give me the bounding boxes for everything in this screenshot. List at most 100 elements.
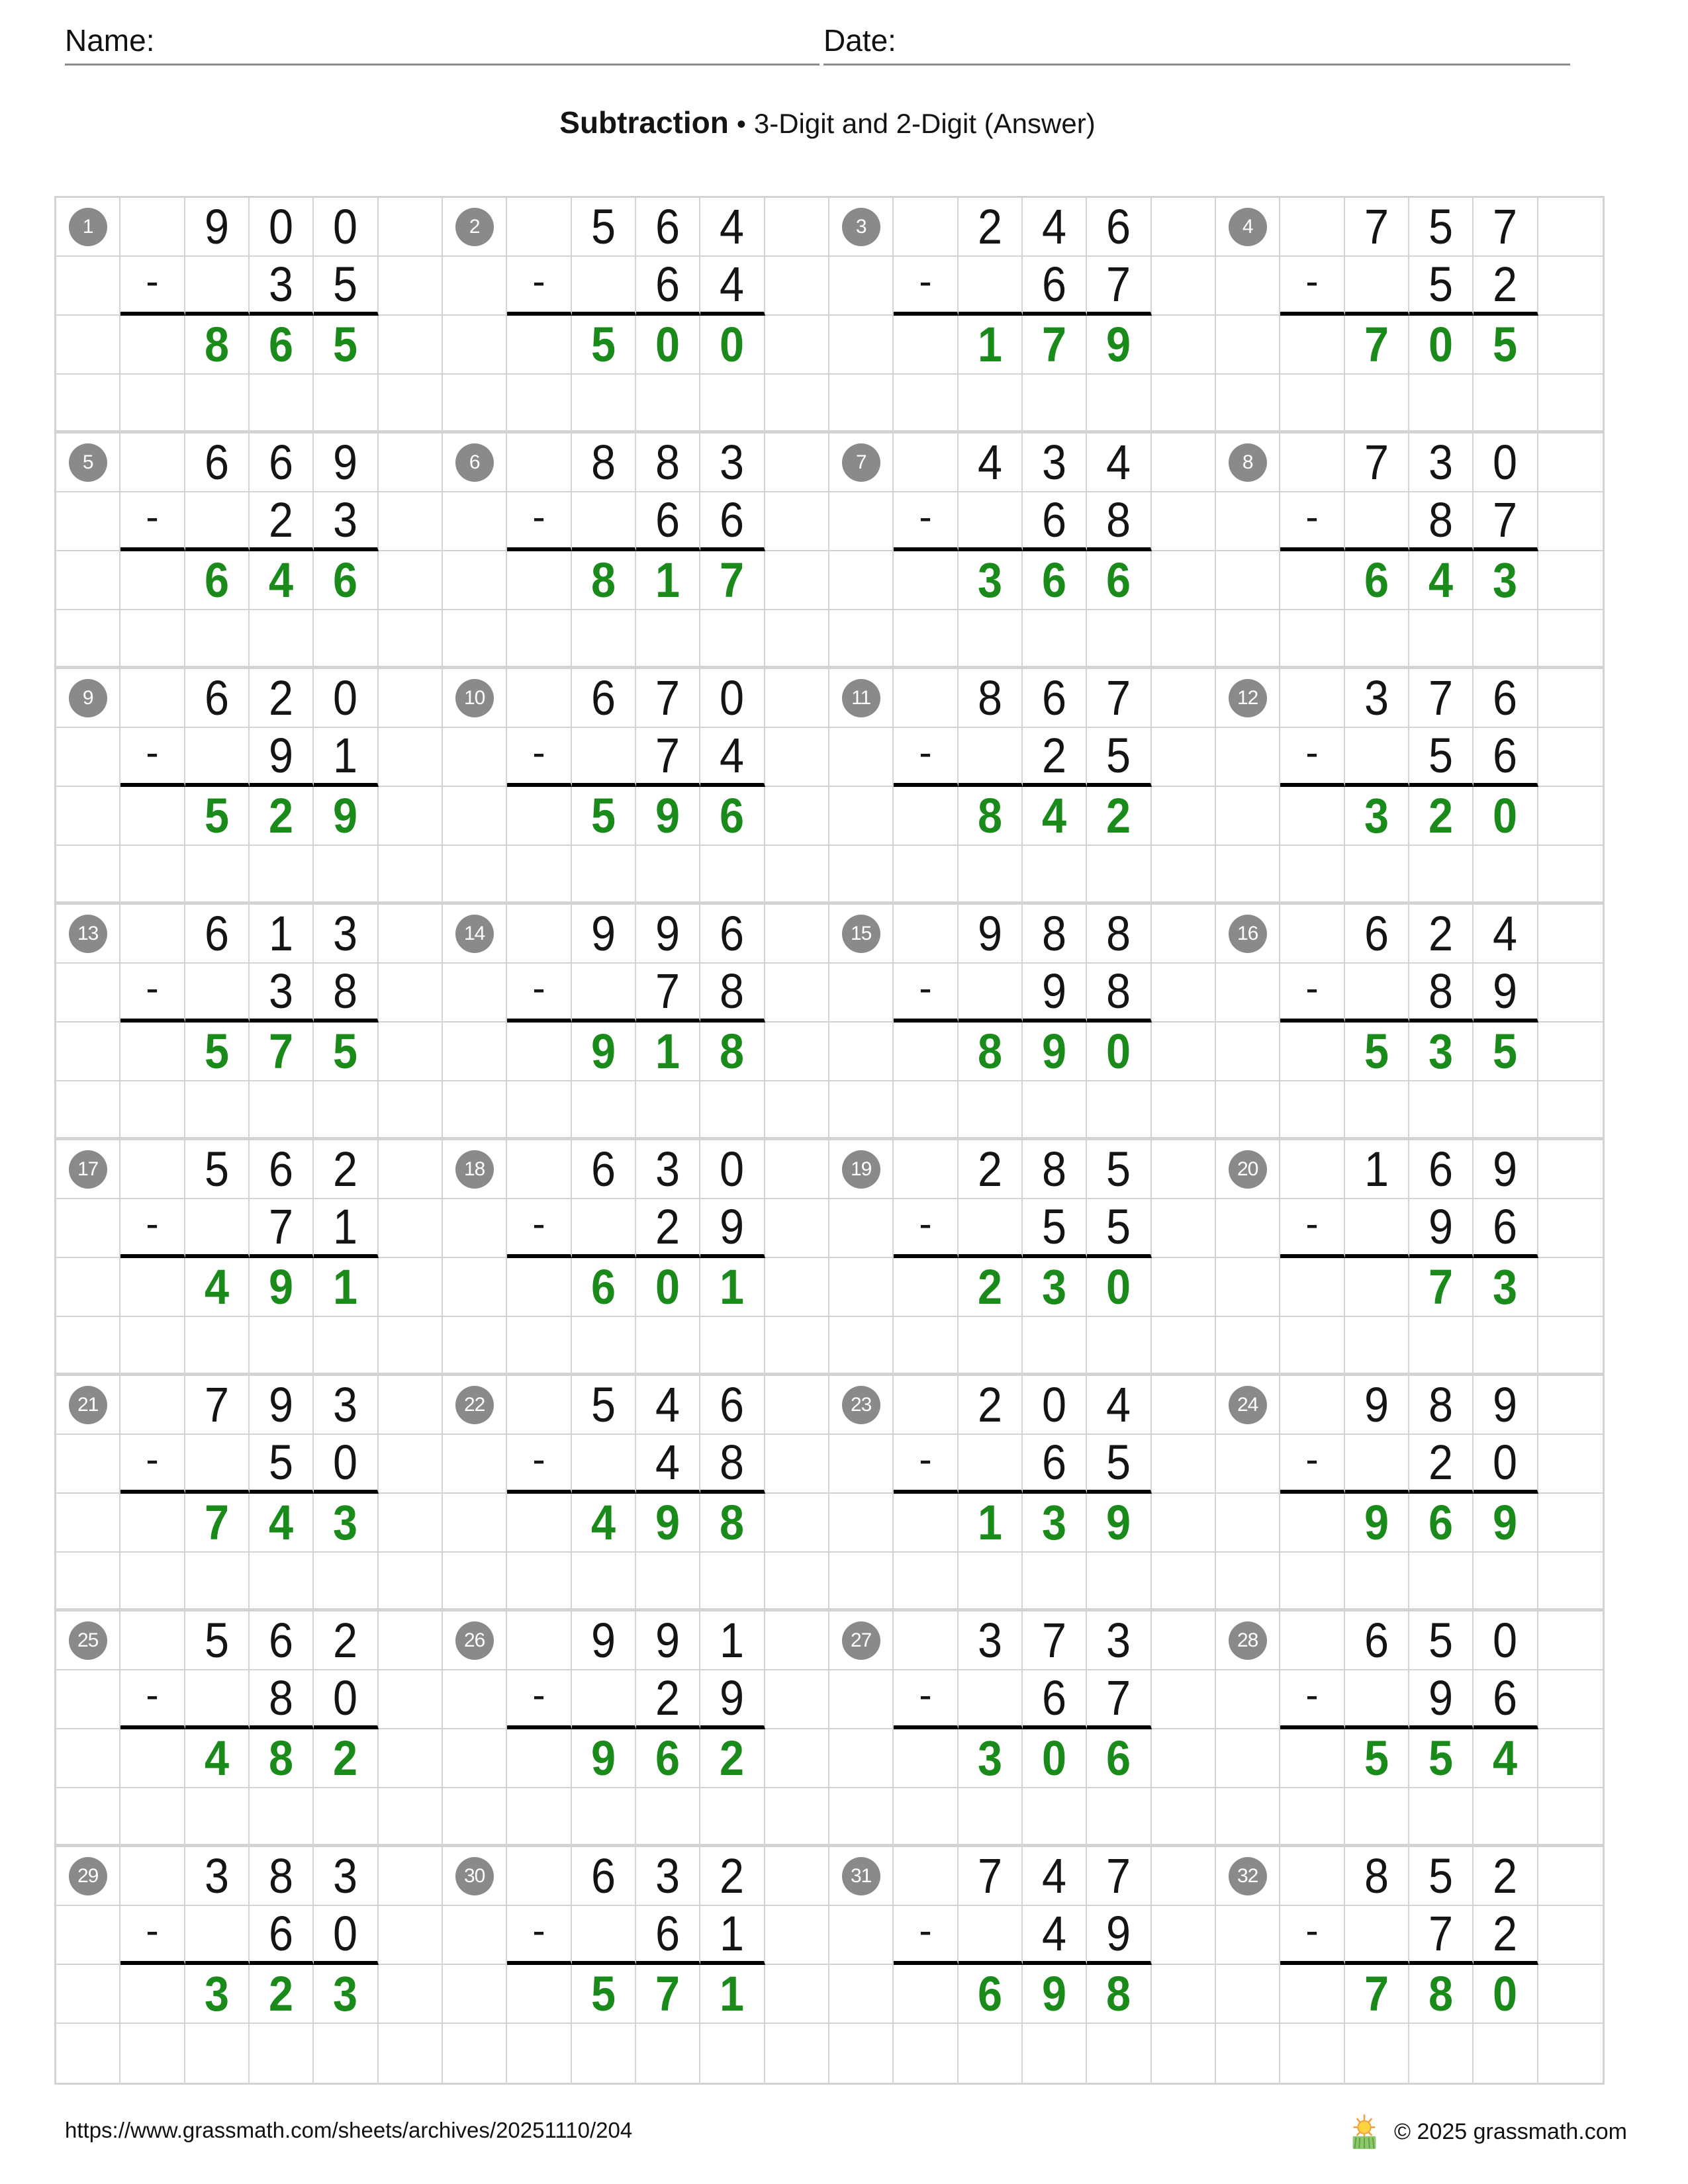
minuend-digit: 2 [314, 1612, 379, 1670]
badge-number: 2 [455, 207, 494, 246]
subtrahend-digit-text: 1 [720, 1905, 745, 1961]
grid-cell [250, 846, 314, 905]
subtrahend-digit-text: 7 [1493, 492, 1518, 547]
subtrahend-digit-text: 5 [1106, 1199, 1131, 1254]
problem-number-badge: 4 [1216, 198, 1281, 257]
minuend-digit-text: 9 [977, 905, 1002, 961]
grid-cell [765, 610, 829, 669]
subtrahend-digit-text: 9 [1429, 1199, 1454, 1254]
minuend-digit: 9 [314, 433, 379, 492]
minuend-digit-text: 9 [333, 434, 358, 490]
subtrahend-digit-text: 2 [269, 492, 294, 547]
grid-cell [378, 1140, 443, 1199]
subtrahend-digit: 5 [1087, 1435, 1152, 1494]
answer-digit-text: 4 [1493, 1730, 1518, 1786]
subtrahend-digit-text: 9 [269, 727, 294, 783]
minuend-digit-text: 3 [655, 1848, 680, 1903]
problem-number-badge: 9 [56, 669, 121, 728]
minuend-digit: 0 [314, 198, 379, 257]
minus-operator: - [120, 964, 185, 1023]
grid-cell [1280, 787, 1345, 846]
subtrahend-digit: 5 [1087, 728, 1152, 787]
subtrahend-digit: 3 [314, 492, 379, 551]
minuend-digit: 4 [1087, 1376, 1152, 1435]
grid-cell [571, 728, 636, 787]
grid-cell [120, 1612, 185, 1670]
grid-cell [1538, 610, 1603, 669]
grid-cell [1151, 1023, 1216, 1081]
minus-operator: - [507, 728, 572, 787]
grid-cell [765, 964, 829, 1023]
answer-digit-text: 8 [977, 788, 1002, 843]
grid-cell [56, 1553, 121, 1612]
grid-cell [443, 1435, 508, 1494]
minus-icon: - [919, 1909, 932, 1952]
answer-digit-text: 8 [720, 1494, 745, 1550]
answer-digit: 5 [571, 316, 636, 375]
grid-cell [507, 551, 572, 610]
grid-cell [1151, 964, 1216, 1023]
grid-cell [56, 1317, 121, 1376]
minuend-digit-text: 5 [1429, 1848, 1454, 1903]
grid-cell [250, 2024, 314, 2083]
grid-cell [829, 551, 894, 610]
answer-digit: 6 [1409, 1494, 1474, 1553]
minus-icon: - [919, 259, 932, 303]
subtrahend-digit-text: 0 [333, 1434, 358, 1490]
grid-cell [571, 1435, 636, 1494]
minus-icon: - [1305, 1673, 1319, 1717]
grid-cell [636, 375, 701, 433]
grid-cell [636, 610, 701, 669]
grid-cell [958, 257, 1023, 316]
subtrahend-digit-text: 6 [1042, 1434, 1067, 1490]
grid-cell [378, 1670, 443, 1729]
answer-digit-text: 9 [655, 1494, 680, 1550]
minuend-digit-text: 9 [1493, 1377, 1518, 1432]
grid-cell [894, 610, 959, 669]
answer-digit-text: 1 [977, 316, 1002, 372]
subtrahend-digit: 4 [700, 257, 765, 316]
answer-digit: 1 [700, 1965, 765, 2024]
subtrahend-digit-text: 6 [1042, 492, 1067, 547]
name-label: Name: [65, 23, 155, 58]
grid-cell [1538, 375, 1603, 433]
minuend-digit: 2 [958, 198, 1023, 257]
grid-cell [894, 905, 959, 964]
answer-digit-text: 8 [1429, 1966, 1454, 2021]
badge-number: 22 [455, 1385, 494, 1424]
minuend-digit-text: 9 [590, 1612, 616, 1668]
minuend-digit-text: 9 [204, 199, 229, 254]
minuend-digit-text: 0 [333, 199, 358, 254]
grid-cell [1280, 2024, 1345, 2083]
minuend-digit: 9 [250, 1376, 314, 1435]
badge-number: 17 [68, 1150, 107, 1189]
grid-cell [120, 1965, 185, 2024]
grid-cell [829, 1906, 894, 1965]
grid-cell [250, 1081, 314, 1140]
subtrahend-digit: 9 [1087, 1906, 1152, 1965]
subtrahend-digit: 6 [250, 1906, 314, 1965]
subtrahend-digit-text: 6 [1042, 1670, 1067, 1725]
subtrahend-digit: 6 [1474, 1199, 1538, 1258]
grid-cell [958, 1670, 1023, 1729]
minuend-digit: 3 [1344, 669, 1409, 728]
grid-cell [894, 1494, 959, 1553]
grid-cell [1087, 846, 1152, 905]
subtrahend-digit: 2 [1023, 728, 1088, 787]
answer-digit: 2 [1409, 787, 1474, 846]
answer-digit: 8 [250, 1729, 314, 1788]
answer-digit-text: 6 [1106, 1730, 1131, 1786]
grid-cell [120, 551, 185, 610]
problem-number-badge: 31 [829, 1847, 894, 1906]
minuend-digit-text: 3 [1364, 670, 1389, 725]
grid-cell [1538, 846, 1603, 905]
grid-cell [958, 964, 1023, 1023]
minuend-digit: 7 [1023, 1612, 1088, 1670]
minuend-digit-text: 2 [1429, 905, 1454, 961]
answer-digit: 3 [958, 1729, 1023, 1788]
grid-cell [1538, 316, 1603, 375]
grid-cell [378, 1965, 443, 2024]
grid-cell [765, 1435, 829, 1494]
minuend-digit: 3 [314, 905, 379, 964]
grid-cell [378, 1612, 443, 1670]
